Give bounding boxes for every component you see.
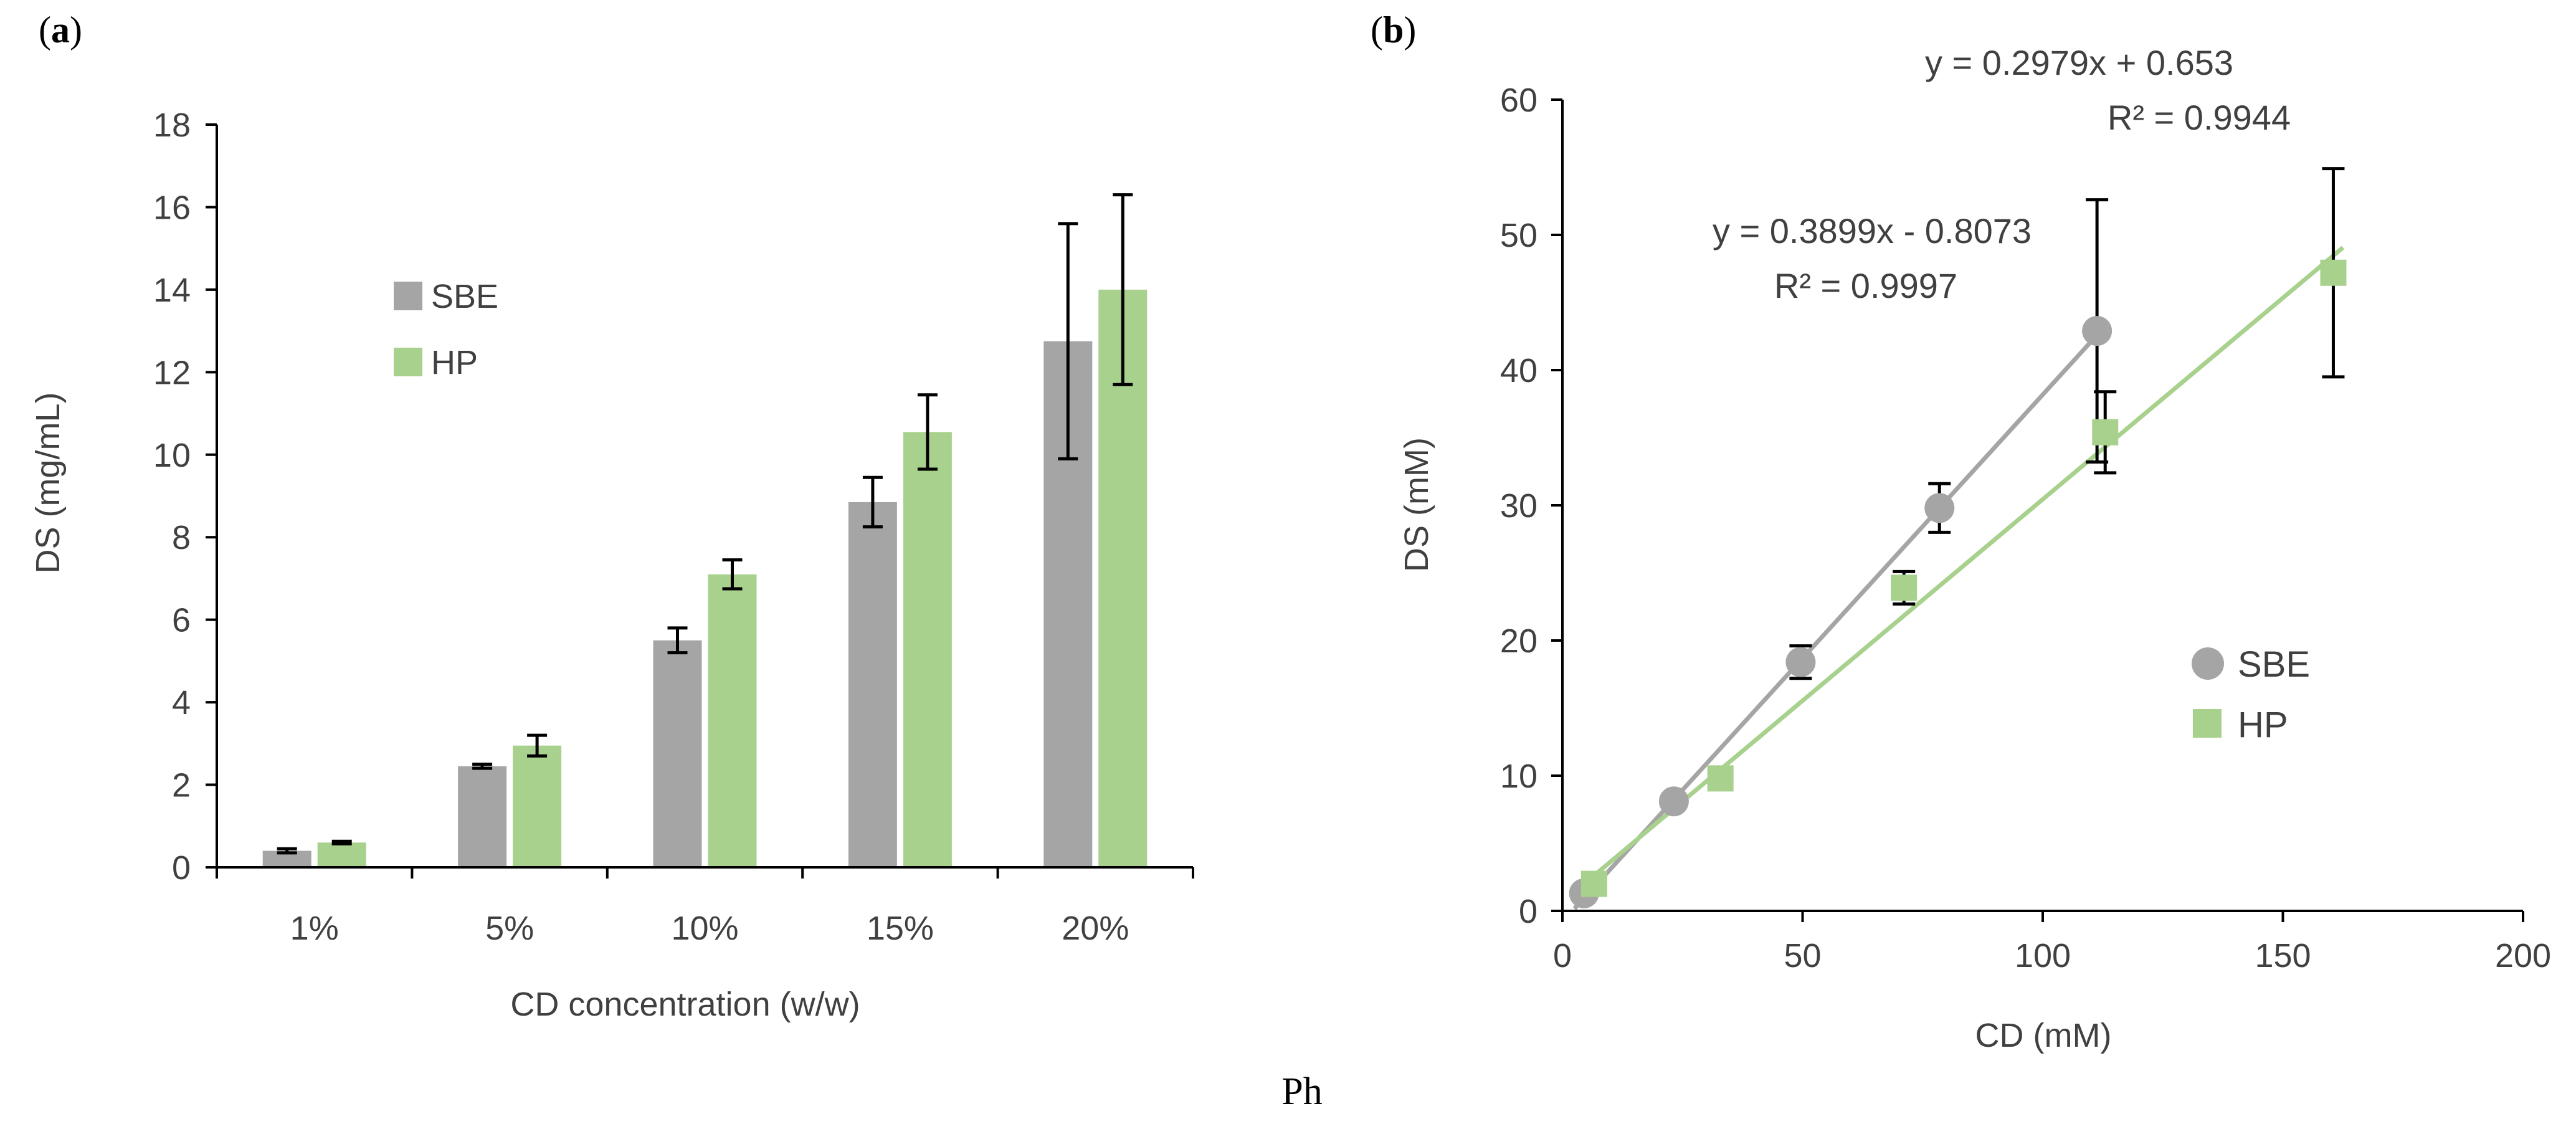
trendline-r2-sbe: R² = 0.9997 — [1774, 266, 1957, 305]
panel-a-legend: SBE HP — [394, 278, 498, 381]
a-y-tick-label-0: 0 — [172, 849, 191, 887]
a-bar-hp-0 — [317, 842, 366, 867]
b-y-tick-label-0: 0 — [1519, 893, 1538, 930]
b-y-tick-label-30: 30 — [1500, 487, 1538, 525]
legend-marker-sbe — [2192, 647, 2224, 680]
panel-a-x-axis-title: CD concentration (w/w) — [510, 986, 860, 1023]
b-y-tick-label-60: 60 — [1500, 82, 1538, 119]
a-bar-sbe-3 — [848, 502, 897, 867]
a-bar-hp-3 — [903, 432, 952, 867]
a-bar-sbe-2 — [653, 640, 702, 867]
b-x-tick-label-0: 0 — [1553, 937, 1572, 974]
panel-a-label: (a) — [39, 9, 82, 50]
a-y-tick-label-12: 12 — [153, 354, 191, 391]
panel-a: (a) DS (mg/mL) CD concentration (w/w) 0 2… — [29, 9, 1194, 1023]
legend-swatch-hp — [394, 348, 422, 376]
b-point-hp-1 — [1707, 765, 1734, 792]
trendline-equation-sbe: y = 0.3899x - 0.8073 — [1713, 211, 2032, 250]
panel-a-y-axis-title: DS (mg/mL) — [29, 392, 67, 573]
legend-swatch-sbe — [394, 282, 422, 310]
b-trendline-sbe — [1572, 323, 2109, 910]
a-errorbar-hp-2 — [722, 558, 743, 591]
a-errorbar-sbe-4 — [1058, 222, 1078, 460]
trendline-equation-hp: y = 0.2979x + 0.653 — [1925, 43, 2233, 82]
a-errorbar-sbe-2 — [667, 626, 688, 655]
b-point-sbe-4 — [2082, 316, 2113, 346]
a-y-tick-label-6: 6 — [172, 602, 191, 639]
b-point-hp-3 — [2092, 419, 2119, 445]
b-point-sbe-1 — [1658, 786, 1689, 817]
a-errorbar-hp-0 — [331, 839, 352, 845]
legend-label-hp-b: HP — [2238, 705, 2288, 745]
b-point-sbe-3 — [1924, 493, 1955, 523]
trendline-r2-hp: R² = 0.9944 — [2108, 98, 2291, 137]
legend-label-sbe-b: SBE — [2238, 644, 2310, 685]
panel-b-letter: b — [1383, 9, 1404, 50]
a-y-tick-label-10: 10 — [153, 437, 191, 474]
b-point-hp-2 — [1891, 574, 1918, 601]
a-x-tick-label-4: 20% — [1062, 910, 1129, 947]
a-x-tick-label-0: 1% — [290, 910, 339, 947]
b-x-tick-label-100: 100 — [2015, 937, 2071, 974]
panel-a-plot-area: 0 2 4 6 8 10 12 14 16 18 1% 5% 10% 15% 20% — [153, 107, 1194, 947]
a-errorbar-sbe-1 — [472, 762, 493, 770]
a-errorbar-hp-3 — [917, 393, 938, 471]
panel-b-x-axis-title: CD (mM) — [1975, 1017, 2112, 1054]
legend-label-sbe: SBE — [431, 278, 498, 315]
b-x-tick-label-150: 150 — [2255, 937, 2311, 974]
panel-b: (b) DS (mM) CD (mM) 0 10 20 30 40 50 60 0 50 100 1… — [1371, 9, 2551, 1054]
a-x-tick-label-2: 10% — [671, 910, 738, 947]
b-y-tick-label-50: 50 — [1500, 217, 1538, 254]
b-y-tick-label-10: 10 — [1500, 758, 1538, 795]
a-y-tick-label-16: 16 — [153, 189, 191, 226]
panel-b-legend: SBE HP — [2192, 644, 2310, 745]
legend-label-hp: HP — [431, 344, 478, 381]
a-y-tick-label-18: 18 — [153, 107, 191, 144]
a-y-tick-label-14: 14 — [153, 272, 191, 309]
a-y-tick-label-8: 8 — [172, 519, 191, 556]
b-x-tick-label-50: 50 — [1784, 937, 1821, 974]
b-trendline-hp — [1583, 245, 2345, 885]
b-y-tick-label-40: 40 — [1500, 352, 1538, 389]
a-bar-hp-2 — [708, 574, 757, 867]
a-x-tick-label-1: 5% — [485, 910, 534, 947]
legend-marker-hp — [2193, 709, 2222, 738]
a-y-tick-label-2: 2 — [172, 767, 191, 804]
figure-caption: Ph — [1281, 1070, 1322, 1113]
b-point-hp-0 — [1580, 870, 1607, 897]
b-point-sbe-2 — [1785, 647, 1816, 677]
a-errorbar-sbe-0 — [277, 847, 297, 855]
a-errorbar-hp-1 — [527, 733, 548, 758]
a-bar-sbe-1 — [458, 766, 507, 867]
panel-b-plot-area: 0 10 20 30 40 50 60 0 50 100 150 200 — [1500, 82, 2551, 974]
b-y-tick-label-20: 20 — [1500, 622, 1538, 660]
panel-a-letter: a — [51, 9, 70, 50]
a-errorbar-hp-4 — [1113, 193, 1133, 386]
panel-b-y-axis-title: DS (mM) — [1398, 437, 1435, 572]
a-bar-hp-1 — [513, 745, 562, 867]
a-x-tick-label-3: 15% — [867, 910, 934, 947]
a-errorbar-sbe-3 — [862, 475, 883, 529]
a-y-tick-label-4: 4 — [172, 684, 191, 722]
b-point-hp-4 — [2320, 259, 2347, 286]
panel-b-label: (b) — [1371, 9, 1416, 50]
b-x-tick-label-200: 200 — [2495, 937, 2551, 974]
